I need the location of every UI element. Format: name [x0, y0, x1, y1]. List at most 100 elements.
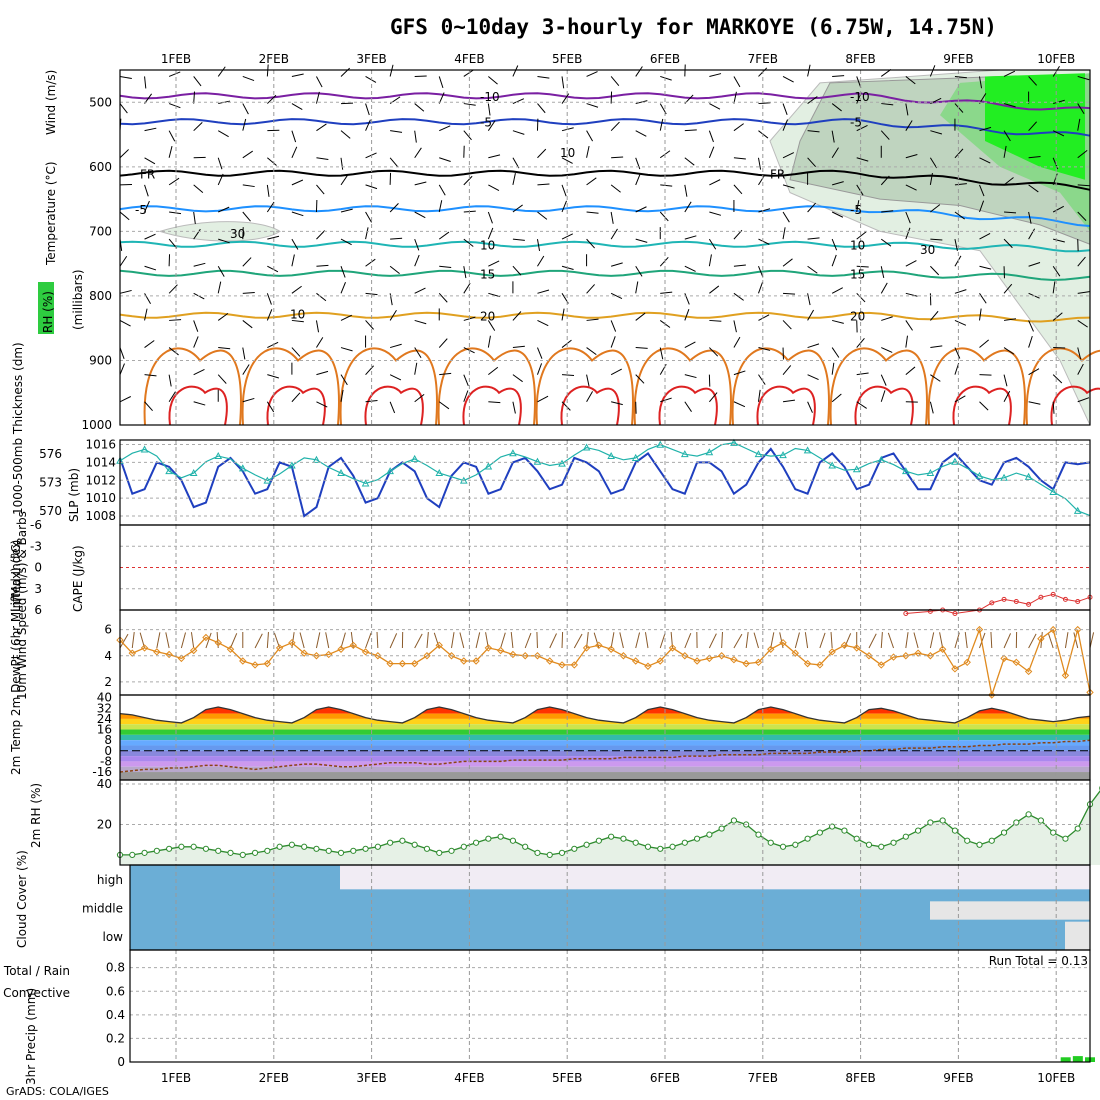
rh-marker	[472, 839, 480, 846]
wind-barb	[635, 265, 643, 277]
thickness-marker	[361, 479, 370, 487]
wind10-marker	[779, 638, 787, 647]
wind10-marker	[1074, 625, 1082, 634]
rh-marker	[816, 829, 823, 836]
wind-barb	[316, 157, 329, 160]
wind-barb	[782, 211, 790, 223]
wind-barb	[414, 287, 426, 294]
wind-barb	[1077, 291, 1090, 294]
wind-barb	[144, 76, 147, 89]
wind-barb	[758, 208, 771, 213]
wind-barb	[586, 145, 590, 158]
thickness-marker	[1024, 472, 1033, 480]
wind10-marker	[926, 652, 935, 660]
temp-tick: 16	[97, 723, 112, 737]
date-label-top: 10FEB	[1037, 52, 1075, 66]
temp-contour-label: 10	[850, 238, 865, 252]
wind-barb	[929, 65, 936, 77]
rh-marker	[878, 843, 885, 850]
wind-barb	[193, 211, 196, 224]
wind-barb	[881, 103, 894, 106]
wind-barb	[905, 366, 916, 376]
temp-band	[120, 766, 1090, 773]
wind10-marker	[668, 644, 677, 652]
wind-barb	[684, 401, 692, 412]
temp-isoline	[119, 169, 1091, 191]
wind-barb	[266, 401, 275, 413]
wind10-barb	[684, 632, 692, 649]
wind-barb	[758, 347, 771, 351]
wind-barb	[390, 130, 403, 133]
wind-barb	[561, 76, 565, 89]
date-label-bottom: 2FEB	[259, 1071, 289, 1085]
temp-tick: 40	[97, 691, 112, 705]
rh-marker	[374, 843, 381, 850]
wind10-marker	[177, 654, 186, 663]
wind10-barb	[156, 632, 161, 649]
thickness-marker	[214, 452, 223, 460]
wind-barb	[168, 130, 176, 142]
wind10-marker	[361, 648, 370, 656]
rh-marker	[927, 819, 934, 826]
rh-marker	[669, 843, 676, 850]
wind10-marker	[951, 665, 959, 673]
wind-barb	[439, 265, 452, 268]
rh-marker	[288, 841, 295, 848]
precip-tick: 0.8	[106, 961, 125, 975]
wind-barb	[487, 103, 491, 116]
precip-tick: 0.2	[106, 1031, 125, 1045]
wind-barb	[487, 120, 496, 131]
wind-barb	[979, 157, 991, 164]
wind-barb	[684, 341, 696, 348]
wind-barb	[586, 238, 595, 249]
wind-barb	[217, 374, 227, 384]
wind10-marker	[398, 659, 407, 668]
wind-barb	[168, 177, 180, 186]
temp-contour-label: FR	[140, 167, 155, 181]
rh-marker	[448, 847, 455, 854]
wind-barb	[831, 147, 839, 159]
wind10-marker	[840, 641, 849, 650]
wind-barb	[267, 341, 279, 348]
thickness-marker	[1049, 487, 1058, 495]
wind10-barb	[635, 632, 641, 649]
wind-barb	[168, 71, 181, 77]
wind-barb	[930, 265, 940, 276]
li-tick: 6	[34, 603, 42, 617]
wind-barb	[782, 399, 795, 403]
precip-tick: 0.4	[106, 1008, 125, 1022]
wind-barb	[807, 343, 820, 349]
wind10-barb	[619, 632, 624, 649]
wind10-marker	[435, 641, 443, 650]
wind-barb	[659, 211, 669, 222]
wind10-marker	[828, 648, 836, 656]
thickness-marker	[558, 459, 566, 467]
wind-barb	[586, 391, 594, 403]
rh-marker	[215, 847, 222, 854]
wind-barb	[1052, 281, 1056, 294]
wind-barb	[1077, 320, 1088, 328]
rh-marker	[301, 843, 308, 850]
wind10-barb	[913, 632, 919, 649]
wind10-barb	[1064, 632, 1069, 649]
wind-barb	[561, 200, 567, 213]
rh-shade-patch	[158, 221, 281, 242]
thickness-marker	[288, 461, 296, 469]
wind-barb	[856, 124, 868, 132]
wind-barb	[586, 318, 599, 321]
wind-barb	[389, 293, 393, 306]
wind-barb	[242, 257, 252, 267]
slp-tick: 1016	[85, 437, 116, 451]
wind10-barb	[510, 632, 514, 649]
wind10-barb	[389, 633, 398, 649]
wind-barb	[267, 235, 280, 240]
wind-barb	[537, 289, 550, 294]
rh-marker	[792, 841, 799, 848]
wind-barb	[365, 152, 377, 159]
thickness-marker	[140, 445, 149, 453]
thickness-marker	[705, 448, 714, 456]
wind-barb	[660, 397, 672, 403]
wind-barb	[635, 281, 639, 294]
rh-marker	[202, 845, 210, 852]
wind-barb	[659, 347, 664, 360]
